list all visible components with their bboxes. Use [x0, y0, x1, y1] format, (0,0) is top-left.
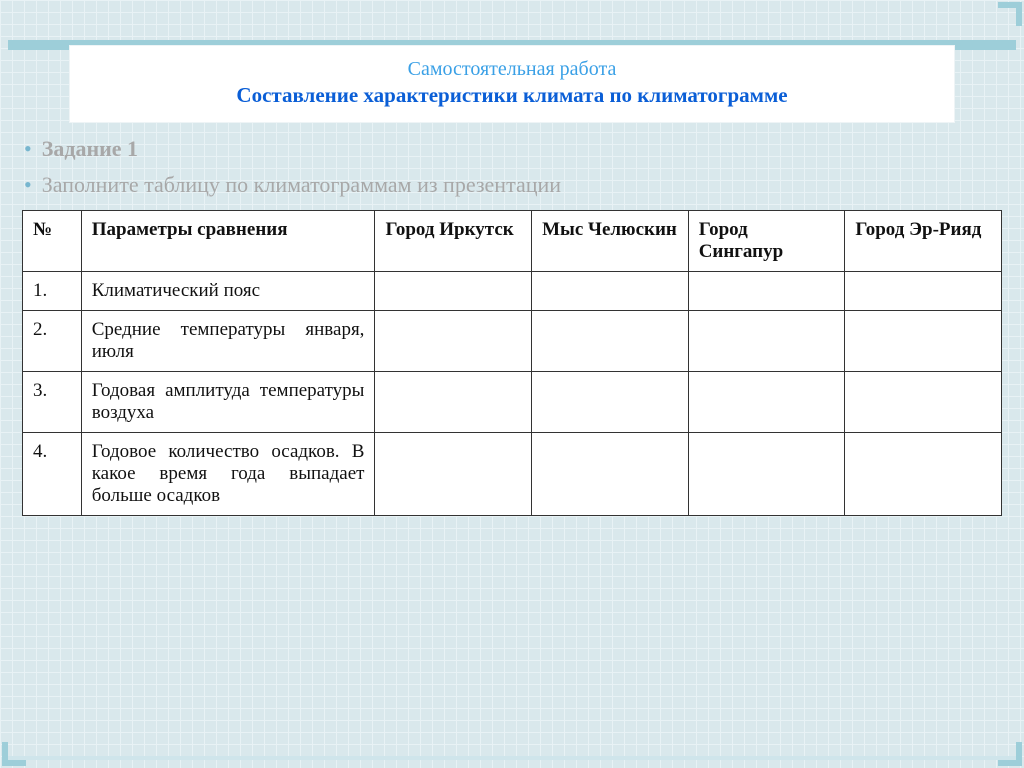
cell-chelyuskin — [532, 372, 689, 433]
corner-bottom-left-icon — [2, 742, 26, 766]
col-irkutsk: Город Иркутск — [375, 211, 532, 272]
col-riyadh: Город Эр-Рияд — [845, 211, 1002, 272]
cell-num: 1. — [23, 272, 82, 311]
cell-param: Климатический пояс — [81, 272, 375, 311]
cell-num: 4. — [23, 433, 82, 516]
cell-chelyuskin — [532, 311, 689, 372]
table-row: 3. Годовая амплитуда температуры воздуха — [23, 372, 1002, 433]
comparison-table-wrap: № Параметры сравнения Город Иркутск Мыс … — [22, 210, 1002, 516]
bullet-icon: • — [24, 138, 32, 160]
col-params: Параметры сравнения — [81, 211, 375, 272]
table-row: 1. Климатический пояс — [23, 272, 1002, 311]
table-row: 4. Годовое количество осадков. В какое в… — [23, 433, 1002, 516]
cell-irkutsk — [375, 272, 532, 311]
cell-singapore — [688, 372, 845, 433]
table-header-row: № Параметры сравнения Город Иркутск Мыс … — [23, 211, 1002, 272]
table-body: 1. Климатический пояс 2. Средние темпера… — [23, 272, 1002, 516]
col-num: № — [23, 211, 82, 272]
cell-param: Годовое количество осадков. В какое врем… — [81, 433, 375, 516]
title-line-2: Составление характеристики климата по кл… — [88, 83, 936, 108]
task-text: Заполните таблицу по климатограммам из п… — [42, 172, 561, 198]
cell-num: 3. — [23, 372, 82, 433]
bullet-icon: • — [24, 174, 32, 196]
task-block: • Задание 1 • Заполните таблицу по клима… — [24, 130, 1000, 198]
cell-riyadh — [845, 433, 1002, 516]
cell-singapore — [688, 272, 845, 311]
title-box: Самостоятельная работа Составление харак… — [70, 46, 954, 122]
comparison-table: № Параметры сравнения Город Иркутск Мыс … — [22, 210, 1002, 516]
table-row: 2. Средние температуры января, июля — [23, 311, 1002, 372]
cell-irkutsk — [375, 311, 532, 372]
cell-riyadh — [845, 311, 1002, 372]
frame-bottom-line — [8, 756, 1016, 760]
task-heading: Задание 1 — [42, 136, 138, 162]
cell-singapore — [688, 311, 845, 372]
cell-riyadh — [845, 272, 1002, 311]
cell-num: 2. — [23, 311, 82, 372]
col-chelyuskin: Мыс Челюскин — [532, 211, 689, 272]
corner-bottom-right-icon — [998, 742, 1022, 766]
cell-irkutsk — [375, 372, 532, 433]
cell-riyadh — [845, 372, 1002, 433]
bullet-task-heading: • Задание 1 — [24, 136, 1000, 162]
title-line-1: Самостоятельная работа — [88, 58, 936, 81]
cell-param: Годовая амплитуда температуры воздуха — [81, 372, 375, 433]
cell-chelyuskin — [532, 272, 689, 311]
bullet-task-text: • Заполните таблицу по климатограммам из… — [24, 172, 1000, 198]
corner-top-right-icon — [998, 2, 1022, 26]
col-singapore: Город Сингапур — [688, 211, 845, 272]
cell-singapore — [688, 433, 845, 516]
cell-irkutsk — [375, 433, 532, 516]
cell-param: Средние температуры января, июля — [81, 311, 375, 372]
cell-chelyuskin — [532, 433, 689, 516]
